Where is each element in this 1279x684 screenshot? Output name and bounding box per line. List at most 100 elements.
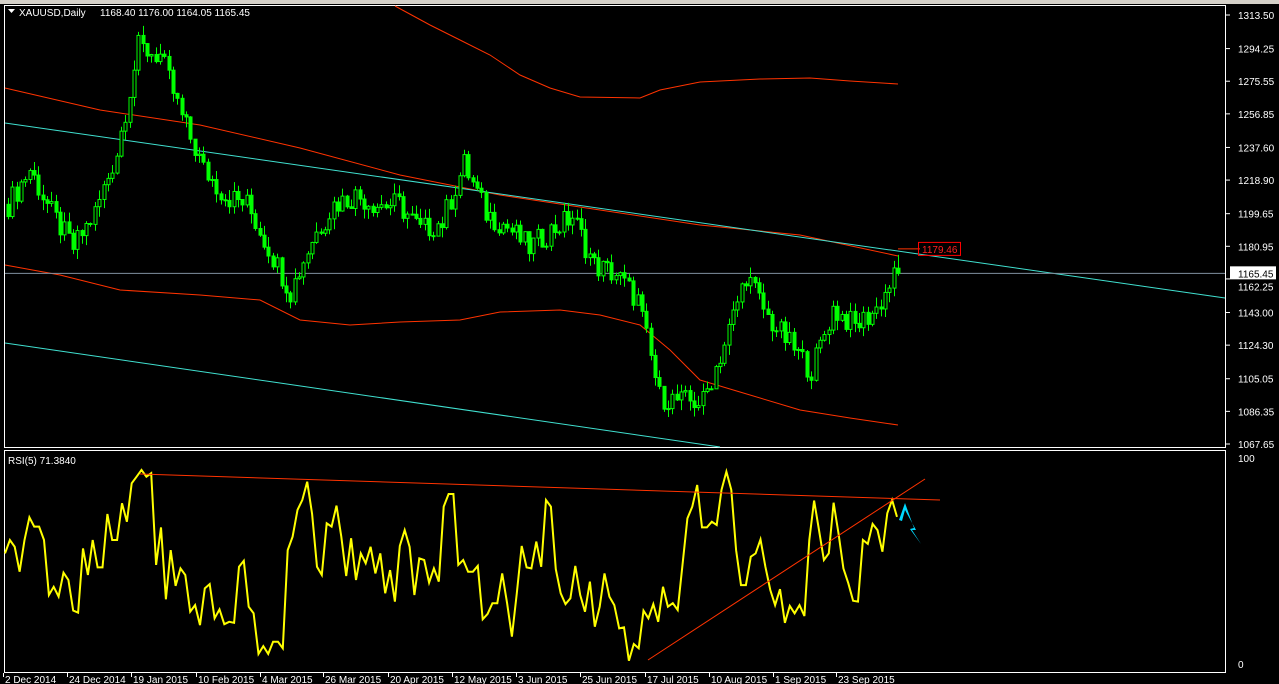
candle-body	[275, 257, 280, 268]
candle-body	[431, 235, 436, 238]
candle-body	[401, 196, 406, 219]
candle-body	[227, 199, 232, 208]
candle-body	[80, 230, 85, 237]
candle-body	[601, 260, 606, 277]
candle-body	[184, 114, 189, 118]
candle-body	[288, 292, 293, 303]
candle-body	[123, 121, 128, 132]
candle-body	[631, 280, 636, 306]
candle-body	[753, 276, 758, 284]
candle-body	[405, 213, 410, 219]
rsi-line	[4, 467, 898, 661]
price-tick-label: 1275.55	[1238, 77, 1275, 88]
candle-body	[210, 179, 215, 182]
candle-body	[727, 323, 732, 346]
candle-body	[540, 228, 545, 248]
candle-body	[145, 43, 150, 57]
candle-body	[740, 283, 745, 303]
candle-body	[505, 223, 510, 229]
date-tick-label: 19 Jan 2015	[133, 675, 188, 684]
candle-body	[709, 388, 714, 391]
candle-body	[49, 201, 54, 204]
price-tick-label: 1105.05	[1238, 375, 1274, 386]
window-menu-triangle-icon[interactable]	[8, 9, 15, 13]
marked-level-box	[918, 241, 961, 256]
candle-body	[158, 53, 163, 63]
candle-body	[800, 348, 805, 353]
candle-body	[193, 138, 198, 156]
candle-body	[501, 223, 506, 234]
candle-body	[397, 193, 402, 198]
candle-body	[427, 217, 432, 237]
candle-body	[62, 221, 67, 236]
candle-body	[861, 311, 866, 329]
candle-body	[197, 153, 202, 156]
candle-body	[761, 292, 766, 310]
candle-body	[436, 223, 441, 237]
envelope-lower-line	[4, 264, 899, 426]
candle-body	[662, 385, 667, 410]
candle-body	[327, 218, 332, 231]
current-price-tag-label: 1165.45	[1238, 269, 1274, 280]
candle-body	[245, 194, 250, 206]
candle-body	[418, 217, 423, 225]
candle-body	[583, 228, 588, 259]
candle-body	[575, 217, 580, 220]
candle-body	[110, 172, 115, 179]
date-tick-label: 25 Jun 2015	[582, 675, 637, 684]
marked-level-label: 1179.46	[922, 245, 958, 256]
candle-body	[293, 278, 298, 303]
candle-body	[88, 222, 93, 225]
candle-body	[128, 96, 133, 123]
window-top-border	[0, 0, 1279, 4]
candle-body	[249, 194, 254, 215]
rsi-panel-frame	[4, 450, 1226, 673]
candle-body	[818, 339, 823, 349]
candle-body	[175, 92, 180, 99]
candle-body	[167, 55, 172, 71]
candle-body	[471, 177, 476, 183]
candle-body	[527, 231, 532, 255]
candle-body	[653, 354, 658, 379]
candle-body	[188, 116, 193, 140]
candle-body	[232, 190, 237, 208]
candle-body	[384, 204, 389, 209]
candle-body	[253, 213, 258, 229]
candle-body	[596, 257, 601, 277]
candle-body	[310, 241, 315, 255]
candle-body	[444, 199, 449, 229]
price-tick-label: 1124.30	[1238, 341, 1274, 352]
candle-body	[640, 294, 645, 312]
price-tick-label: 1313.50	[1238, 11, 1275, 22]
price-tick-label: 1256.85	[1238, 110, 1275, 121]
current-price-tag	[1230, 266, 1276, 280]
candle-body	[141, 34, 146, 45]
candle-body	[75, 230, 80, 250]
candle-body	[97, 198, 102, 208]
candle-body	[280, 257, 285, 287]
candle-body	[323, 229, 328, 234]
date-tick-label: 24 Dec 2014	[69, 675, 126, 684]
candle-body	[766, 308, 771, 315]
candle-body	[392, 193, 397, 207]
candle-body	[779, 321, 784, 332]
candle-body	[371, 205, 376, 214]
candle-body	[314, 231, 319, 243]
date-tick-label: 10 Feb 2015	[198, 675, 255, 684]
candle-body	[149, 54, 154, 57]
candle-body	[853, 310, 858, 324]
candle-body	[458, 175, 463, 196]
rsi-panel	[4, 467, 941, 661]
candle-body	[223, 199, 228, 202]
candle-body	[32, 170, 37, 176]
price-panel-frame	[4, 5, 1226, 448]
date-tick-label: 1 Sep 2015	[775, 675, 827, 684]
candle-body	[266, 246, 271, 257]
date-tick-label: 10 Aug 2015	[711, 675, 768, 684]
candle-body	[306, 253, 311, 264]
candle-body	[544, 245, 549, 248]
candle-body	[614, 275, 619, 281]
candle-body	[240, 199, 245, 206]
candle-body	[588, 253, 593, 259]
